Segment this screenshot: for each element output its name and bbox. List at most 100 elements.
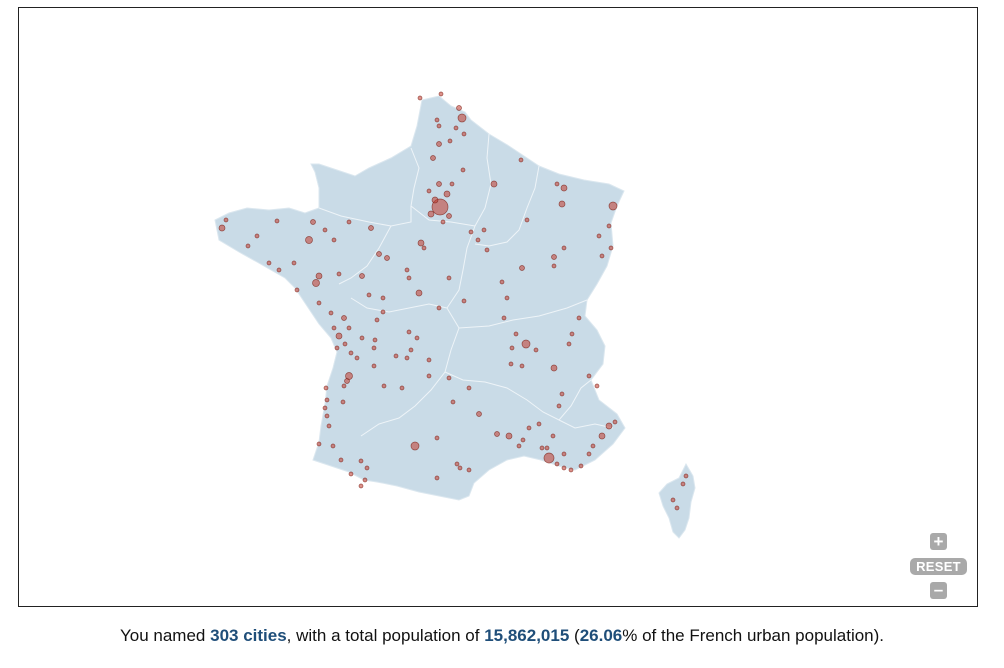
city-marker[interactable] — [276, 267, 282, 273]
city-marker[interactable] — [336, 271, 342, 277]
city-marker[interactable] — [443, 190, 451, 198]
city-marker[interactable] — [446, 213, 452, 219]
city-marker[interactable] — [434, 475, 440, 481]
city-marker[interactable] — [454, 461, 460, 467]
city-marker[interactable] — [476, 411, 482, 417]
city-marker[interactable] — [348, 471, 354, 477]
reset-zoom-button[interactable]: RESET — [910, 558, 967, 575]
city-marker[interactable] — [461, 131, 467, 137]
city-marker[interactable] — [481, 227, 487, 233]
zoom-out-button[interactable]: – — [930, 581, 947, 599]
city-marker[interactable] — [475, 237, 481, 243]
city-marker[interactable] — [340, 399, 346, 405]
city-marker[interactable] — [605, 422, 613, 430]
city-marker[interactable] — [440, 219, 446, 225]
zoom-in-button[interactable]: + — [930, 533, 947, 550]
city-marker[interactable] — [590, 443, 596, 449]
city-marker[interactable] — [550, 433, 556, 439]
city-marker[interactable] — [456, 105, 462, 111]
city-marker[interactable] — [359, 335, 365, 341]
city-marker[interactable] — [346, 219, 352, 225]
city-marker[interactable] — [554, 461, 560, 467]
city-marker[interactable] — [312, 279, 320, 287]
city-marker[interactable] — [576, 315, 582, 321]
city-marker[interactable] — [374, 317, 380, 323]
city-marker[interactable] — [331, 237, 337, 243]
city-marker[interactable] — [674, 505, 680, 511]
city-marker[interactable] — [449, 181, 455, 187]
city-marker[interactable] — [223, 217, 229, 223]
city-marker[interactable] — [466, 385, 472, 391]
city-marker[interactable] — [417, 95, 423, 101]
city-marker[interactable] — [536, 421, 542, 427]
city-marker[interactable] — [421, 245, 427, 251]
city-marker[interactable] — [446, 275, 452, 281]
city-marker[interactable] — [447, 138, 453, 144]
city-marker[interactable] — [426, 188, 432, 194]
city-marker[interactable] — [358, 458, 364, 464]
city-marker[interactable] — [434, 117, 440, 123]
city-marker[interactable] — [338, 457, 344, 463]
city-marker[interactable] — [598, 432, 606, 440]
city-marker[interactable] — [519, 265, 525, 271]
city-marker[interactable] — [436, 123, 442, 129]
city-marker[interactable] — [406, 275, 412, 281]
city-marker[interactable] — [330, 443, 336, 449]
city-marker[interactable] — [516, 443, 522, 449]
city-marker[interactable] — [414, 335, 420, 341]
city-marker[interactable] — [460, 167, 466, 173]
city-marker[interactable] — [364, 465, 370, 471]
city-marker[interactable] — [560, 184, 568, 192]
city-marker[interactable] — [245, 243, 251, 249]
city-marker[interactable] — [524, 217, 530, 223]
city-marker[interactable] — [266, 260, 272, 266]
city-marker[interactable] — [399, 385, 405, 391]
city-marker[interactable] — [366, 292, 372, 298]
city-marker[interactable] — [453, 125, 459, 131]
city-marker[interactable] — [358, 483, 364, 489]
city-marker[interactable] — [368, 225, 374, 231]
city-marker[interactable] — [561, 465, 567, 471]
city-marker[interactable] — [569, 331, 575, 337]
city-marker[interactable] — [490, 180, 498, 188]
city-marker[interactable] — [384, 255, 390, 261]
city-marker[interactable] — [436, 305, 442, 311]
city-marker[interactable] — [518, 157, 524, 163]
city-marker[interactable] — [359, 273, 365, 279]
city-marker[interactable] — [335, 332, 343, 340]
city-marker[interactable] — [305, 236, 313, 244]
city-marker[interactable] — [586, 373, 592, 379]
city-marker[interactable] — [436, 141, 442, 147]
city-marker[interactable] — [218, 224, 226, 232]
map-panel[interactable]: + RESET – — [18, 7, 978, 607]
city-marker[interactable] — [539, 445, 545, 451]
city-marker[interactable] — [599, 253, 605, 259]
city-marker[interactable] — [291, 260, 297, 266]
city-marker[interactable] — [559, 391, 565, 397]
city-marker[interactable] — [586, 451, 592, 457]
city-marker[interactable] — [526, 425, 532, 431]
city-marker[interactable] — [513, 331, 519, 337]
city-marker[interactable] — [342, 341, 348, 347]
city-marker[interactable] — [544, 445, 550, 451]
city-marker[interactable] — [594, 383, 600, 389]
city-marker[interactable] — [521, 339, 531, 349]
city-marker[interactable] — [331, 325, 337, 331]
city-marker[interactable] — [468, 229, 474, 235]
city-marker[interactable] — [608, 245, 614, 251]
city-marker[interactable] — [504, 295, 510, 301]
city-marker[interactable] — [371, 363, 377, 369]
city-marker[interactable] — [372, 337, 378, 343]
city-marker[interactable] — [426, 373, 432, 379]
city-marker[interactable] — [341, 315, 347, 321]
city-marker[interactable] — [404, 355, 410, 361]
city-marker[interactable] — [508, 361, 514, 367]
city-marker[interactable] — [430, 155, 436, 161]
city-marker[interactable] — [254, 233, 260, 239]
city-marker[interactable] — [354, 355, 360, 361]
city-marker[interactable] — [520, 437, 526, 443]
city-marker[interactable] — [294, 287, 300, 293]
city-marker[interactable] — [404, 267, 410, 273]
city-marker[interactable] — [322, 405, 328, 411]
city-marker[interactable] — [457, 465, 463, 471]
